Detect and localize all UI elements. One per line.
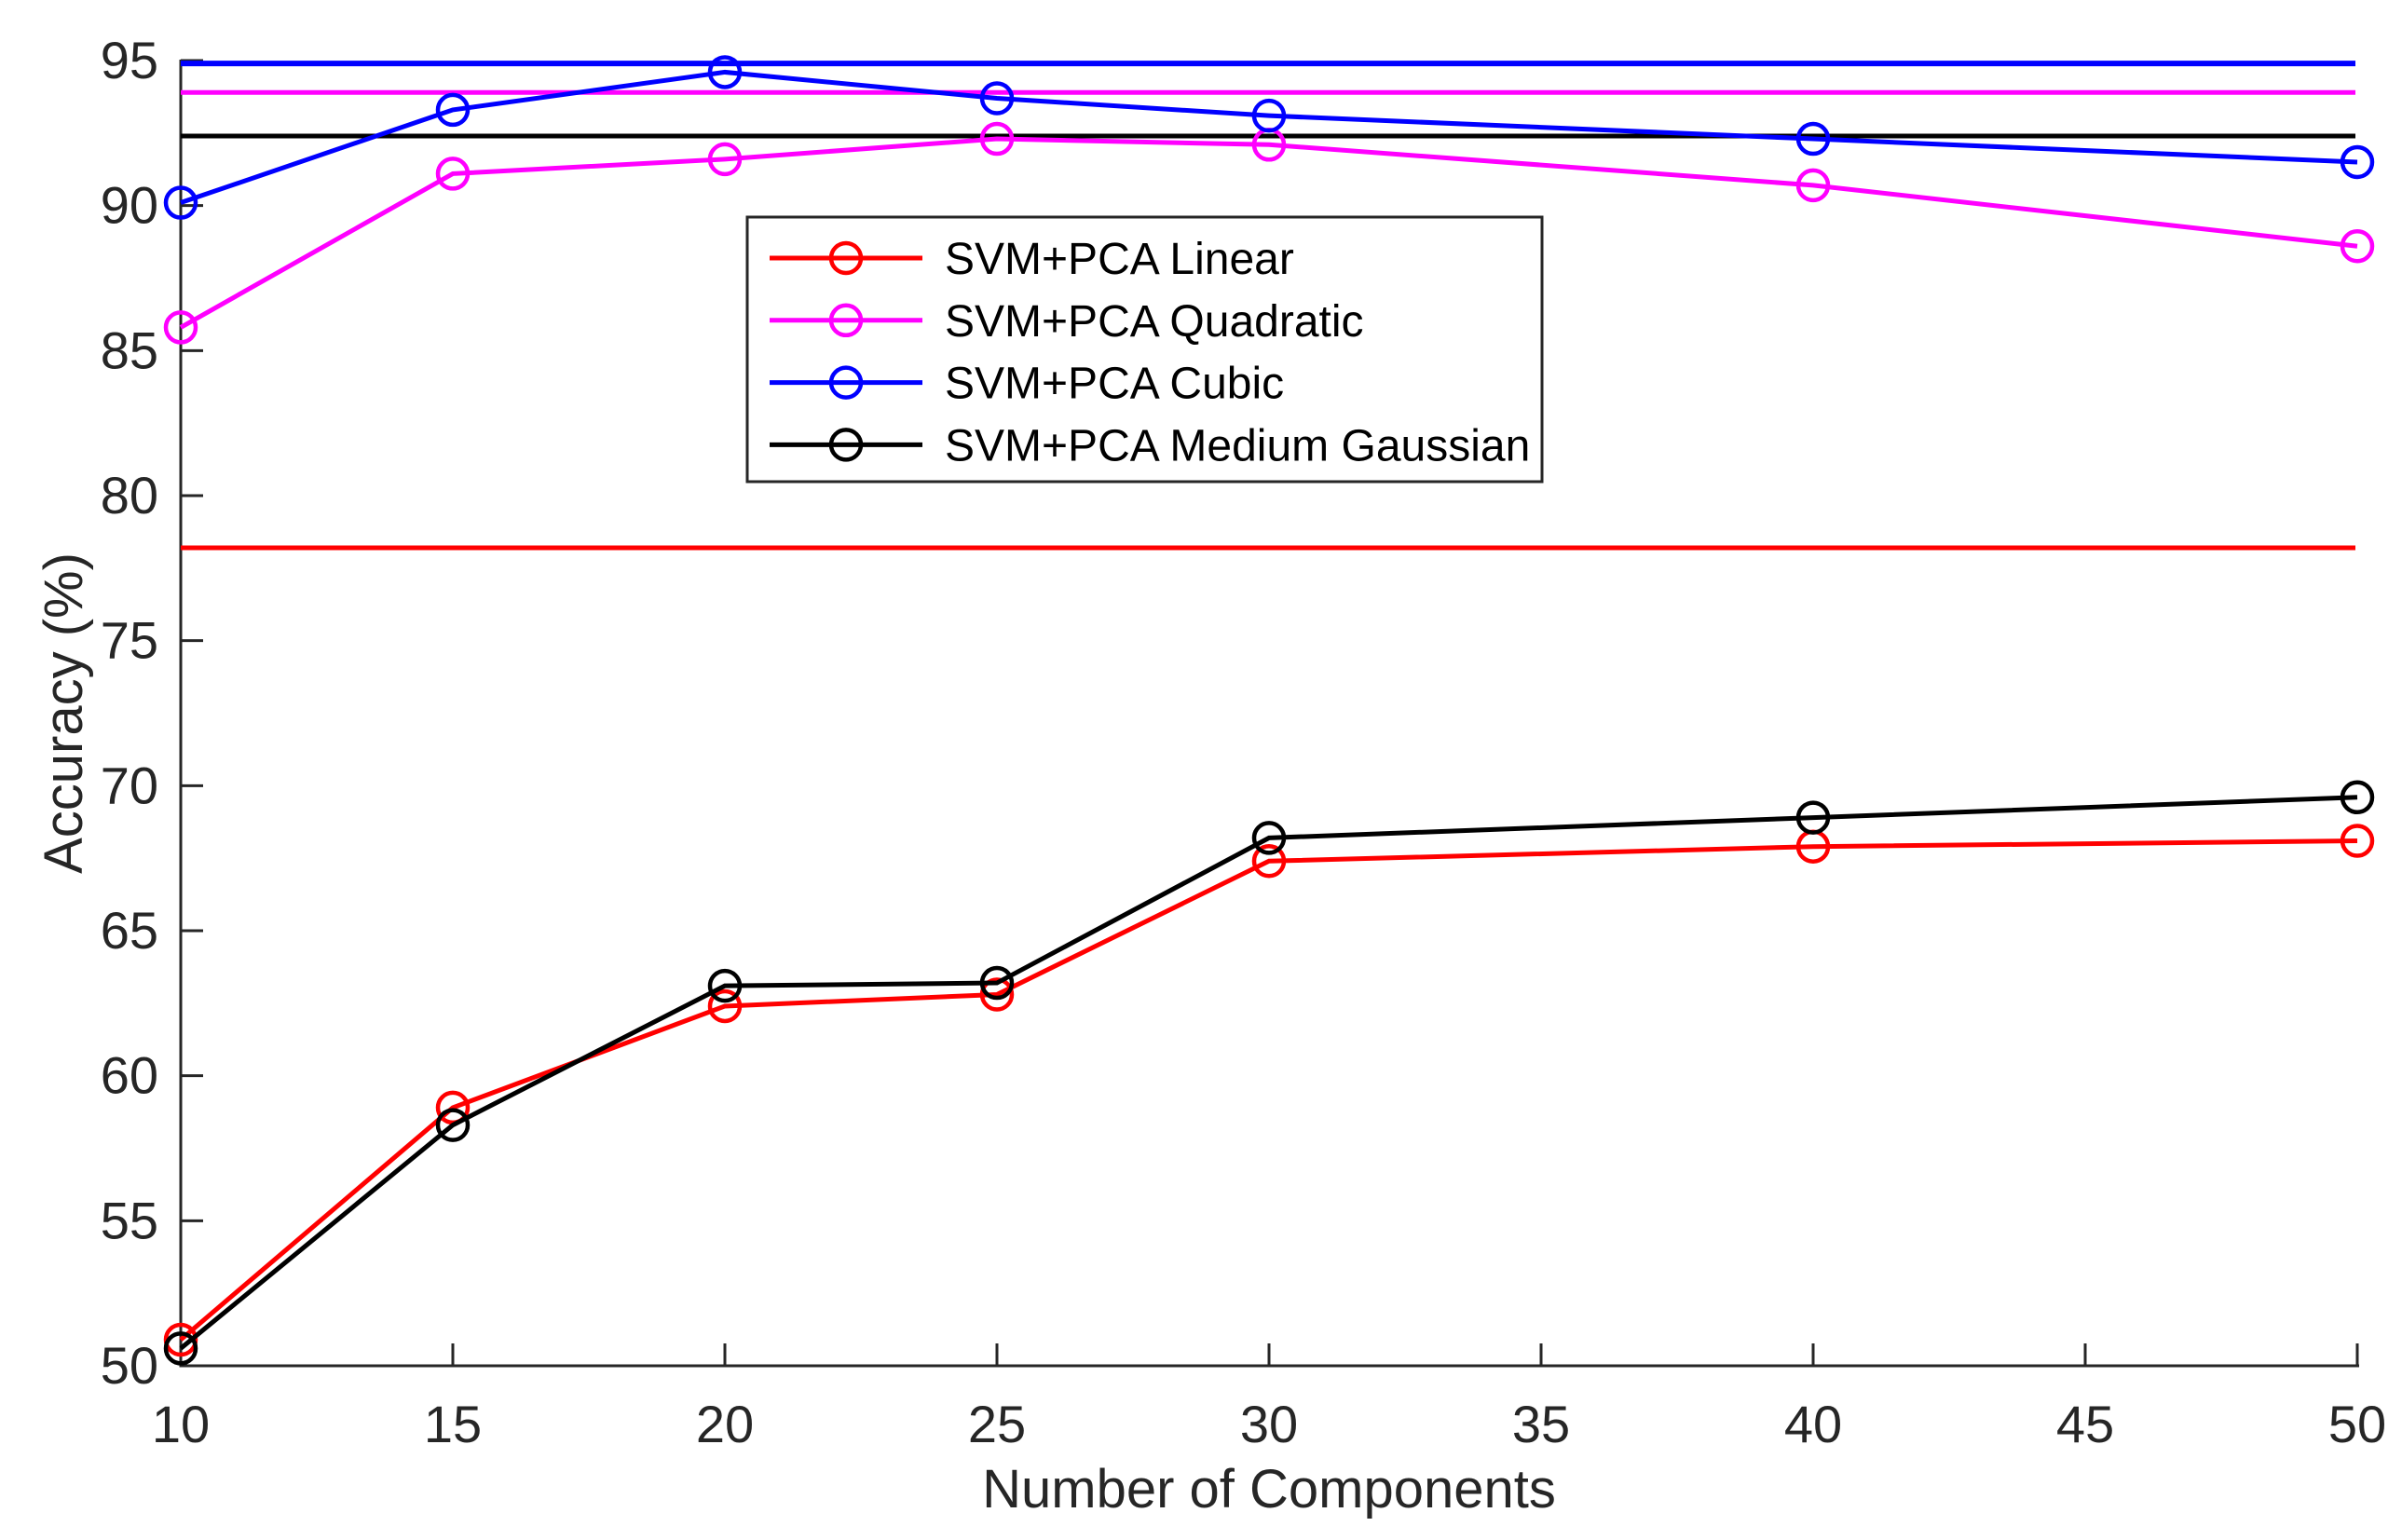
legend-label: SVM+PCA Cubic: [945, 360, 1284, 409]
legend-marker-sample: [828, 428, 864, 462]
data-point-svm-pca-quadratic: [435, 157, 471, 191]
data-point-svm-pca-linear: [707, 988, 743, 1024]
series-line-svm-pca-cubic: [180, 69, 2358, 205]
data-point-svm-pca-quadratic: [979, 121, 1015, 157]
data-point-svm-pca-cubic: [979, 81, 1015, 116]
x-axis-label: Number of Components: [982, 1459, 1556, 1520]
x-tick-label: 15: [424, 1395, 482, 1453]
data-point-svm-pca-medium-gaussian: [1795, 800, 1831, 835]
data-point-svm-pca-linear: [979, 977, 1015, 1012]
x-tick-label: 40: [1784, 1395, 1842, 1453]
data-point-svm-pca-cubic: [163, 185, 198, 220]
x-tick-label: 35: [1512, 1395, 1570, 1453]
y-tick-label: 85: [101, 320, 158, 379]
x-tick-label: 25: [968, 1395, 1026, 1453]
legend-label: SVM+PCA Medium Gaussian: [945, 421, 1530, 470]
y-tick-label: 90: [101, 176, 158, 235]
legend: SVM+PCA Linear SVM+PCA Quadratic SVM+PCA C…: [745, 215, 1544, 484]
legend-item-svm-pca-cubic: SVM+PCA Cubic: [770, 360, 1284, 409]
legend-marker-sample: [828, 365, 864, 400]
data-point-svm-pca-medium-gaussian: [163, 1331, 198, 1366]
data-point-svm-pca-medium-gaussian: [435, 1108, 471, 1142]
data-point-svm-pca-quadratic: [163, 310, 198, 345]
y-axis-label: Accuracy (%): [34, 552, 94, 874]
x-tick-label: 20: [696, 1395, 754, 1453]
data-point-svm-pca-linear: [2340, 824, 2375, 858]
y-tick-label: 80: [101, 466, 158, 525]
y-tick-label: 55: [101, 1191, 158, 1249]
data-point-svm-pca-medium-gaussian: [707, 968, 743, 1003]
data-point-svm-pca-cubic: [1795, 121, 1831, 157]
plot-area: 10 15 20 25 30 35 40 45 50 50 55 60 65 70 75 80 85 90 95 Nu…: [34, 31, 2386, 1520]
legend-marker-sample: [828, 240, 864, 276]
legend-marker-sample: [828, 303, 864, 338]
data-point-svm-pca-medium-gaussian: [979, 965, 1015, 1001]
y-tick-label: 70: [101, 756, 158, 814]
y-tick-label: 60: [101, 1046, 158, 1105]
legend-item-svm-pca-linear: SVM+PCA Linear: [770, 235, 1294, 284]
series-line-svm-pca-medium-gaussian: [179, 795, 2358, 1351]
series-line-svm-pca-linear: [179, 838, 2358, 1342]
data-point-svm-pca-linear: [1251, 844, 1287, 879]
data-point-svm-pca-quadratic: [707, 142, 743, 177]
series-line-svm-pca-quadratic: [179, 136, 2358, 330]
legend-label: SVM+PCA Quadratic: [945, 297, 1364, 347]
data-point-svm-pca-linear: [163, 1322, 198, 1357]
x-tick-label: 45: [2056, 1395, 2114, 1453]
legend-item-svm-pca-medium-gaussian: SVM+PCA Medium Gaussian: [770, 421, 1530, 470]
y-tick-label: 50: [101, 1336, 158, 1395]
legend-label: SVM+PCA Linear: [945, 235, 1294, 284]
legend-box: [745, 215, 1544, 484]
data-point-svm-pca-cubic: [2340, 144, 2375, 180]
y-tick-label: 75: [101, 611, 158, 670]
x-tick-label: 30: [1240, 1395, 1298, 1453]
x-tick-label: 50: [2328, 1395, 2386, 1453]
data-point-svm-pca-cubic: [707, 55, 743, 89]
data-point-svm-pca-cubic: [1251, 98, 1287, 133]
data-point-svm-pca-cubic: [435, 92, 471, 128]
data-point-svm-pca-quadratic: [2340, 229, 2375, 264]
y-tick-label: 95: [101, 31, 158, 89]
data-point-svm-pca-medium-gaussian: [2340, 780, 2375, 815]
data-point-svm-pca-quadratic: [1795, 168, 1831, 203]
x-tick-label: 10: [152, 1395, 210, 1453]
legend-item-svm-pca-quadratic: SVM+PCA Quadratic: [770, 297, 1364, 347]
y-tick-label: 65: [101, 901, 158, 960]
data-point-svm-pca-medium-gaussian: [1251, 821, 1287, 855]
